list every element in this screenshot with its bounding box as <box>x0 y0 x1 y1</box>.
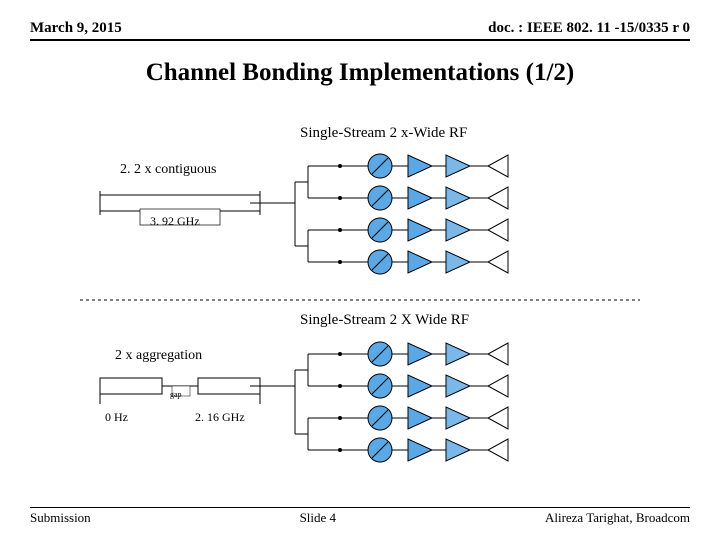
section1-label: Single-Stream 2 x-Wide RF <box>300 125 467 142</box>
footer: Submission Slide 4 Alireza Tarighat, Bro… <box>30 507 690 526</box>
spectrum1-label: 2. 2 x contiguous <box>120 162 216 178</box>
footer-left: Submission <box>30 510 91 526</box>
spectrum2-label: 2 x aggregation <box>115 348 202 364</box>
header: March 9, 2015 doc. : IEEE 802. 11 -15/03… <box>30 20 690 41</box>
footer-center: Slide 4 <box>300 510 336 526</box>
freq2-label: 2. 16 GHz <box>195 410 245 425</box>
slide: March 9, 2015 doc. : IEEE 802. 11 -15/03… <box>0 0 720 540</box>
header-date: March 9, 2015 <box>30 20 122 37</box>
freq0-label: 0 Hz <box>105 410 128 425</box>
header-doc: doc. : IEEE 802. 11 -15/0335 r 0 <box>488 20 690 37</box>
gap-label: gap <box>170 390 182 399</box>
footer-right: Alireza Tarighat, Broadcom <box>545 510 690 526</box>
section2-label: Single-Stream 2 X Wide RF <box>300 312 469 329</box>
page-title: Channel Bonding Implementations (1/2) <box>30 59 690 87</box>
freq1-label: 3. 92 GHz <box>150 214 200 229</box>
